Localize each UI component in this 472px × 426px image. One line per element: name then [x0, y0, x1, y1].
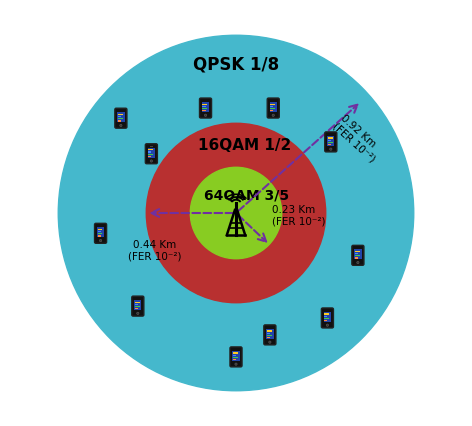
Bar	[118, 120, 121, 121]
Text: QPSK 1/8: QPSK 1/8	[193, 55, 279, 73]
Circle shape	[146, 123, 326, 303]
Bar	[148, 148, 155, 158]
Circle shape	[204, 114, 207, 116]
Circle shape	[326, 324, 329, 326]
Bar	[148, 154, 153, 155]
Bar	[98, 236, 101, 237]
Bar	[267, 337, 270, 338]
Bar	[98, 233, 102, 234]
Bar	[267, 330, 272, 331]
Bar	[270, 104, 275, 105]
Circle shape	[269, 341, 271, 343]
Circle shape	[329, 148, 332, 150]
Bar	[324, 312, 331, 322]
Bar	[267, 333, 270, 334]
Bar	[355, 257, 358, 259]
Bar	[202, 104, 207, 105]
FancyBboxPatch shape	[264, 325, 276, 345]
Bar	[202, 108, 207, 109]
Bar	[118, 118, 123, 119]
Bar	[97, 227, 104, 237]
Bar	[327, 136, 335, 146]
FancyBboxPatch shape	[200, 98, 211, 118]
Bar	[98, 231, 101, 232]
Bar	[266, 329, 273, 339]
Bar	[324, 320, 328, 321]
Bar	[328, 137, 333, 138]
Bar	[135, 304, 138, 305]
Circle shape	[190, 167, 282, 259]
Bar	[270, 108, 275, 109]
Bar	[270, 102, 277, 112]
Text: 0.44 Km
(FER 10⁻²): 0.44 Km (FER 10⁻²)	[128, 240, 182, 262]
Bar	[135, 308, 138, 309]
Circle shape	[100, 239, 101, 242]
Bar	[135, 306, 140, 307]
Bar	[355, 251, 360, 252]
Bar	[148, 149, 153, 150]
Bar	[117, 112, 125, 122]
Bar	[134, 300, 142, 310]
Circle shape	[357, 262, 359, 264]
Circle shape	[120, 124, 122, 127]
Circle shape	[272, 114, 274, 116]
FancyBboxPatch shape	[267, 98, 279, 118]
Circle shape	[150, 160, 152, 162]
Circle shape	[235, 363, 237, 365]
Bar	[328, 140, 331, 141]
Bar	[270, 110, 273, 111]
Bar	[324, 314, 329, 315]
FancyBboxPatch shape	[321, 308, 333, 328]
FancyBboxPatch shape	[145, 144, 157, 164]
Circle shape	[137, 312, 139, 314]
FancyBboxPatch shape	[115, 108, 127, 128]
Bar	[355, 255, 360, 256]
Bar	[328, 142, 333, 143]
Bar	[202, 110, 205, 111]
Bar	[324, 316, 328, 317]
FancyBboxPatch shape	[230, 347, 242, 367]
Bar	[202, 102, 209, 112]
FancyBboxPatch shape	[94, 223, 107, 243]
Bar	[118, 116, 121, 117]
Bar	[324, 318, 329, 319]
Bar	[135, 302, 140, 303]
Bar	[267, 335, 272, 336]
Bar	[270, 106, 273, 107]
Bar	[233, 354, 236, 356]
Bar	[355, 253, 358, 254]
Bar	[232, 351, 240, 361]
Bar	[202, 106, 205, 107]
Bar	[233, 357, 238, 358]
Bar	[98, 229, 102, 230]
FancyBboxPatch shape	[325, 132, 337, 152]
Bar	[354, 250, 362, 259]
Bar	[233, 359, 236, 360]
FancyBboxPatch shape	[132, 296, 144, 316]
Text: 0.23 Km
(FER 10⁻²): 0.23 Km (FER 10⁻²)	[271, 205, 325, 227]
Circle shape	[58, 35, 414, 391]
Bar	[328, 144, 331, 145]
Text: 16QAM 1/2: 16QAM 1/2	[198, 138, 291, 153]
Bar	[148, 156, 152, 157]
Text: 0.92 Km
(FER 10⁻²): 0.92 Km (FER 10⁻²)	[331, 112, 385, 164]
Bar	[233, 352, 238, 354]
FancyBboxPatch shape	[352, 245, 364, 265]
Bar	[148, 151, 152, 153]
Text: 64QAM 3/5: 64QAM 3/5	[203, 189, 289, 203]
Bar	[118, 114, 123, 115]
